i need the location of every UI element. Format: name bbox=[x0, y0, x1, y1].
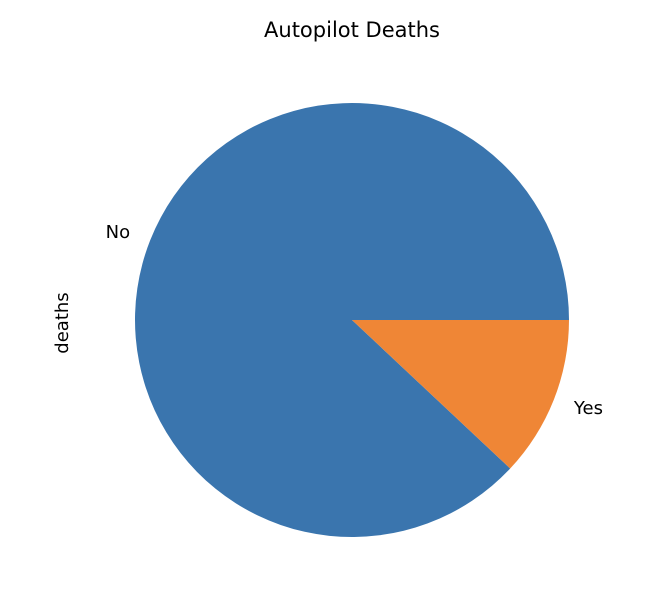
pie-labels: No Yes bbox=[106, 222, 603, 419]
pie-slice-no bbox=[135, 103, 570, 538]
pie-label-yes: Yes bbox=[573, 398, 603, 419]
pie-slices bbox=[135, 103, 570, 538]
pie-slice-yes bbox=[352, 320, 569, 469]
y-axis-label: deaths bbox=[52, 292, 73, 353]
pie-label-no: No bbox=[106, 222, 130, 243]
chart-title: Autopilot Deaths bbox=[264, 18, 440, 42]
